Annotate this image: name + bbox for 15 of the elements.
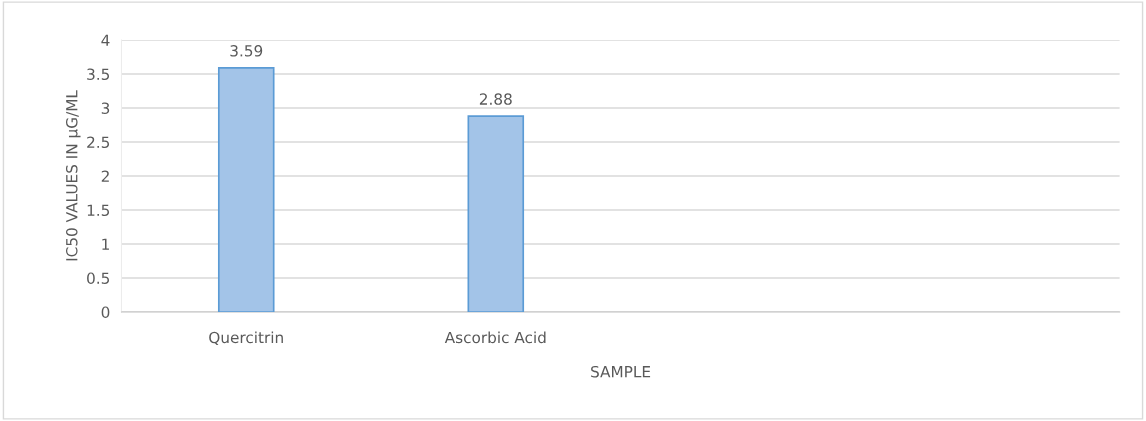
y-tick-label: 2.5 [87, 136, 110, 148]
x-axis-title: SAMPLE [591, 365, 651, 378]
y-tick-label: 0.5 [87, 272, 110, 284]
y-axis-title: IC50 VALUES IN µG/ML [66, 90, 81, 261]
y-tick-label: 3 [101, 102, 110, 115]
y-tick-label: 1.5 [87, 204, 110, 216]
x-tick-label: Quercitrin [209, 331, 283, 345]
y-tick-label: 1 [102, 238, 109, 250]
y-tick-label: 0 [101, 306, 110, 318]
x-tick-label: Ascorbic Acid [444, 331, 546, 344]
y-tick-label: 4 [101, 34, 110, 46]
data-label: 2.88 [479, 93, 512, 105]
y-tick-label: 3.5 [87, 68, 110, 81]
data-label: 3.59 [230, 45, 263, 57]
y-tick-label: 2 [101, 170, 109, 182]
